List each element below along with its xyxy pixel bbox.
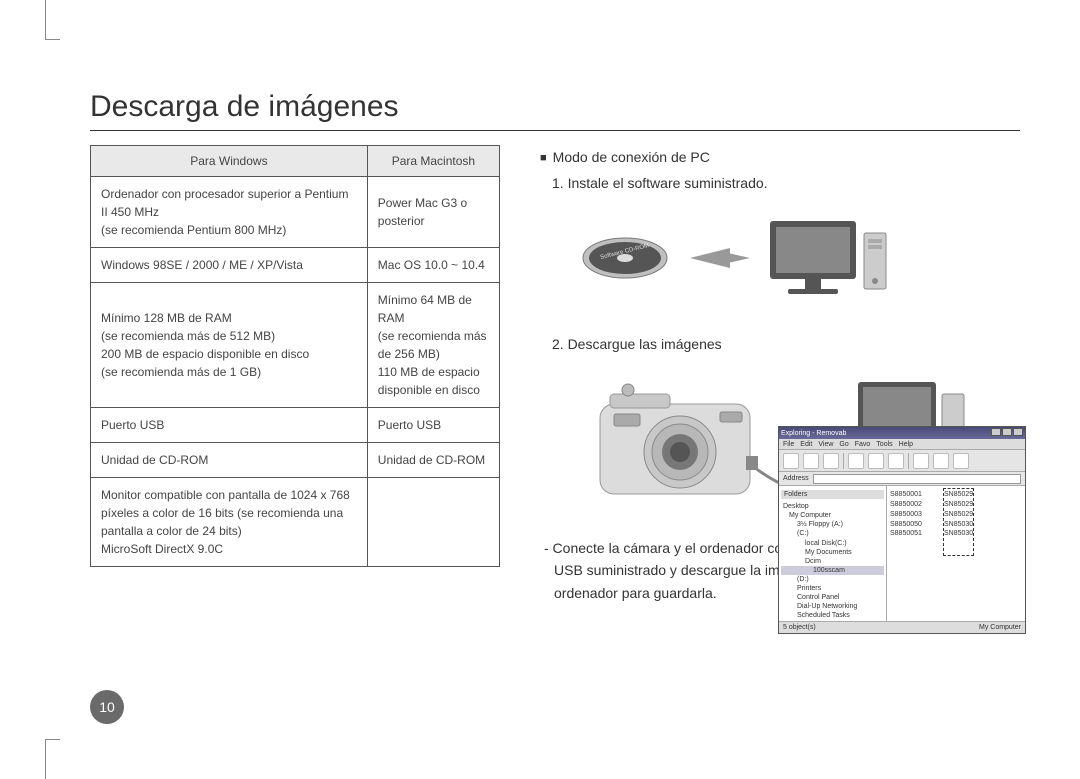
- page-title: Descarga de imágenes: [90, 90, 1020, 131]
- selection-box: [943, 488, 974, 556]
- list-item[interactable]: S8850051: [890, 529, 937, 539]
- paste-icon[interactable]: [888, 453, 904, 469]
- forward-icon[interactable]: [803, 453, 819, 469]
- properties-icon[interactable]: [953, 453, 969, 469]
- explorer-addressbar[interactable]: Address: [779, 472, 1025, 486]
- cell: Monitor compatible con pantalla de 1024 …: [91, 478, 368, 567]
- cell: Ordenador con procesador superior a Pent…: [91, 177, 368, 248]
- col-windows: Para Windows: [91, 146, 368, 177]
- explorer-menubar[interactable]: File Edit View Go Favo Tools Help: [779, 439, 1025, 450]
- menu-item[interactable]: Help: [899, 441, 913, 448]
- file-list[interactable]: S8850001 S8850002 S8850003 S8850050 S885…: [887, 486, 1025, 621]
- maximize-icon[interactable]: [1002, 428, 1012, 436]
- tree-item[interactable]: Dcim: [781, 557, 884, 566]
- menu-item[interactable]: View: [818, 441, 833, 448]
- minimize-icon[interactable]: [991, 428, 1001, 436]
- requirements-table-container: Para Windows Para Macintosh Ordenador co…: [90, 145, 500, 604]
- tree-item[interactable]: 3½ Floppy (A:): [781, 520, 884, 529]
- cell: Power Mac G3 o posterior: [367, 177, 499, 248]
- explorer-title: Exploring - Removab: [781, 430, 846, 437]
- folder-tree[interactable]: Folders Desktop My Computer 3½ Floppy (A…: [779, 486, 887, 621]
- explorer-window: Exploring - Removab File Edit View Go Fa…: [778, 426, 1026, 634]
- address-label: Address: [783, 475, 809, 482]
- tree-header: Folders: [781, 490, 884, 499]
- list-item[interactable]: S8850003: [890, 510, 937, 520]
- cell: Mínimo 64 MB de RAM (se recomienda más d…: [367, 283, 499, 408]
- tree-item[interactable]: (C:): [781, 529, 884, 538]
- copy-icon[interactable]: [868, 453, 884, 469]
- explorer-toolbar[interactable]: [779, 450, 1025, 472]
- menu-item[interactable]: File: [783, 441, 794, 448]
- tree-item[interactable]: (D:): [781, 575, 884, 584]
- cut-icon[interactable]: [848, 453, 864, 469]
- step-1: 1. Instale el software suministrado.: [552, 175, 1020, 191]
- page-number-badge: 10: [90, 690, 124, 724]
- cell: Puerto USB: [91, 408, 368, 443]
- menu-item[interactable]: Edit: [800, 441, 812, 448]
- cell: Unidad de CD-ROM: [367, 443, 499, 478]
- install-illustration: Software CD-ROM: [570, 203, 1020, 318]
- tree-item[interactable]: 100sscam: [781, 566, 884, 575]
- tree-item[interactable]: Scheduled Tasks: [781, 611, 884, 620]
- tree-item[interactable]: My Documents: [781, 548, 884, 557]
- tree-item[interactable]: My Computer: [781, 511, 884, 520]
- tree-item[interactable]: Printers: [781, 584, 884, 593]
- step-2: 2. Descargue las imágenes: [552, 336, 1020, 352]
- cell: Puerto USB: [367, 408, 499, 443]
- list-item[interactable]: S8850001: [890, 490, 937, 500]
- menu-item[interactable]: Tools: [876, 441, 892, 448]
- cell: [367, 478, 499, 567]
- list-item[interactable]: S8850002: [890, 500, 937, 510]
- address-input[interactable]: [813, 474, 1021, 484]
- close-icon[interactable]: [1013, 428, 1023, 436]
- tree-item[interactable]: local Disk(C:): [781, 539, 884, 548]
- menu-item[interactable]: Go: [839, 441, 848, 448]
- up-icon[interactable]: [823, 453, 839, 469]
- explorer-statusbar: 5 object(s) My Computer: [779, 621, 1025, 633]
- status-left: 5 object(s): [783, 624, 816, 631]
- tree-item[interactable]: Desktop: [781, 502, 884, 511]
- back-icon[interactable]: [783, 453, 799, 469]
- tree-item[interactable]: Dial-Up Networking: [781, 602, 884, 611]
- status-right: My Computer: [979, 624, 1021, 631]
- tree-item[interactable]: My Documents: [781, 620, 884, 621]
- tree-item[interactable]: Control Panel: [781, 593, 884, 602]
- menu-item[interactable]: Favo: [855, 441, 871, 448]
- delete-icon[interactable]: [933, 453, 949, 469]
- cell: Unidad de CD-ROM: [91, 443, 368, 478]
- bullet-square-icon: ■: [540, 152, 547, 164]
- cell: Mínimo 128 MB de RAM (se recomienda más …: [91, 283, 368, 408]
- window-controls[interactable]: [990, 428, 1023, 438]
- list-item[interactable]: S8850050: [890, 520, 937, 530]
- col-macintosh: Para Macintosh: [367, 146, 499, 177]
- explorer-titlebar: Exploring - Removab: [779, 427, 1025, 439]
- section-heading: ■Modo de conexión de PC: [540, 149, 1020, 165]
- requirements-table: Para Windows Para Macintosh Ordenador co…: [90, 145, 500, 567]
- undo-icon[interactable]: [913, 453, 929, 469]
- cell: Windows 98SE / 2000 / ME / XP/Vista: [91, 248, 368, 283]
- cell: Mac OS 10.0 ~ 10.4: [367, 248, 499, 283]
